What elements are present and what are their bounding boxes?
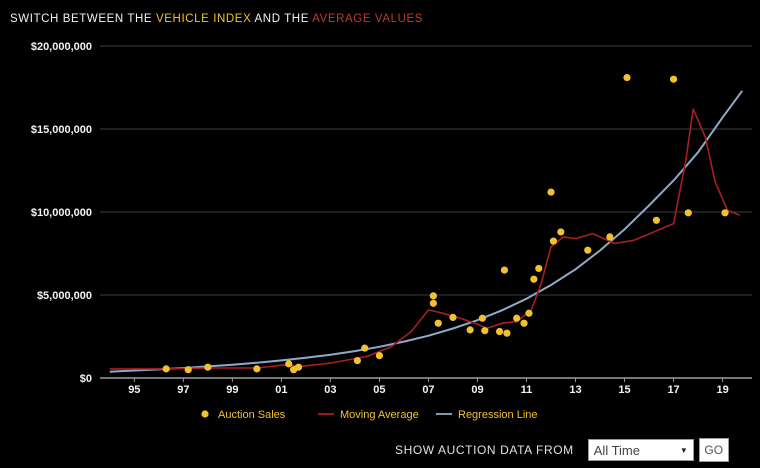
x-tick-label: 17 (667, 384, 679, 396)
auction-sale-point (547, 188, 555, 196)
auction-sale-point (525, 309, 533, 317)
vehicle-index-link[interactable]: VEHICLE INDEX (156, 13, 252, 25)
x-tick-label: 09 (471, 384, 483, 396)
auction-sale-point (253, 365, 261, 373)
auction-sale-point (449, 313, 457, 322)
auction-sale-point (584, 246, 592, 254)
chevron-down-icon: ▼ (679, 445, 688, 455)
auction-sale-point (549, 237, 558, 245)
x-tick-label: 19 (716, 384, 728, 396)
y-tick-label: $20,000,000 (31, 41, 92, 53)
legend: Auction Sales Moving Average Regression Li… (201, 409, 538, 421)
legend-label: Auction Sales (218, 409, 286, 421)
auction-sale-point (684, 209, 692, 217)
grid-layer (100, 45, 752, 379)
auction-sale-point (513, 314, 521, 322)
auction-sale-point (434, 319, 442, 327)
y-tick-label: $10,000,000 (31, 207, 92, 219)
auction-sale-point (481, 327, 489, 335)
average-values-link[interactable]: AVERAGE VALUES (312, 13, 424, 25)
headline-middle: AND THE (251, 13, 313, 25)
auction-sale-point (606, 233, 614, 241)
headline-prefix: SWITCH BETWEEN THE (10, 13, 156, 25)
time-range-select[interactable]: All Time ▼ (587, 439, 694, 461)
regression-line (109, 90, 744, 373)
auction-sale-point (652, 216, 661, 224)
auction-chart: $0 $5,000,000 $10,000,000 $15,000,000 $20,00… (31, 41, 752, 421)
auction-sale-point (669, 75, 678, 83)
y-tick-label: $0 (80, 373, 92, 385)
legend-label: Regression Line (458, 409, 538, 421)
auction-sale-point (375, 351, 384, 360)
auction-sale-point (204, 363, 212, 371)
x-tick-label: 97 (177, 384, 189, 396)
x-tick-label: 07 (422, 384, 434, 396)
auction-sale-point (721, 209, 729, 217)
moving-average-line (109, 108, 741, 370)
x-tick-label: 13 (569, 384, 581, 396)
auction-sale-point (429, 299, 437, 307)
x-tick-label: 03 (324, 384, 336, 396)
x-tick-label: 99 (226, 384, 238, 396)
auction-sale-point (530, 275, 538, 283)
auction-sale-point (520, 319, 528, 327)
x-tick-label: 15 (618, 384, 630, 396)
auction-sale-point (495, 327, 504, 336)
auction-data-controls: SHOW AUCTION DATA FROM All Time ▼ GO (395, 438, 729, 462)
auction-sale-point (503, 329, 511, 337)
auction-sale-point (184, 366, 192, 374)
x-tick-label: 11 (521, 384, 533, 396)
auction-sale-point (353, 356, 361, 365)
auction-sale-point (429, 292, 437, 300)
axis-layer: $0 $5,000,000 $10,000,000 $15,000,000 $20,00… (31, 41, 729, 396)
auction-sale-point (535, 264, 543, 273)
x-tick-label: 01 (275, 384, 287, 396)
y-tick-label: $15,000,000 (31, 124, 92, 136)
time-range-value: All Time (593, 442, 640, 458)
series-layer (109, 73, 744, 374)
show-auction-data-label: SHOW AUCTION DATA FROM (395, 443, 574, 457)
auction-sale-point (478, 314, 486, 322)
y-tick-label: $5,000,000 (37, 290, 92, 302)
auction-sale-point (466, 326, 474, 334)
x-tick-label: 95 (128, 384, 140, 396)
x-tick-label: 05 (373, 384, 385, 396)
legend-label: Moving Average (340, 409, 419, 421)
auction-sale-point (294, 363, 303, 371)
auction-sale-point (557, 228, 565, 236)
legend-marker-auction-sales (201, 410, 209, 418)
auction-sale-point (162, 365, 170, 373)
headline: SWITCH BETWEEN THE VEHICLE INDEX AND THE… (10, 13, 423, 25)
go-button[interactable]: GO (698, 438, 729, 462)
auction-sale-point (361, 344, 369, 352)
auction-sale-point (285, 360, 293, 368)
auction-sale-point (500, 266, 509, 274)
auction-sale-point (623, 73, 631, 82)
